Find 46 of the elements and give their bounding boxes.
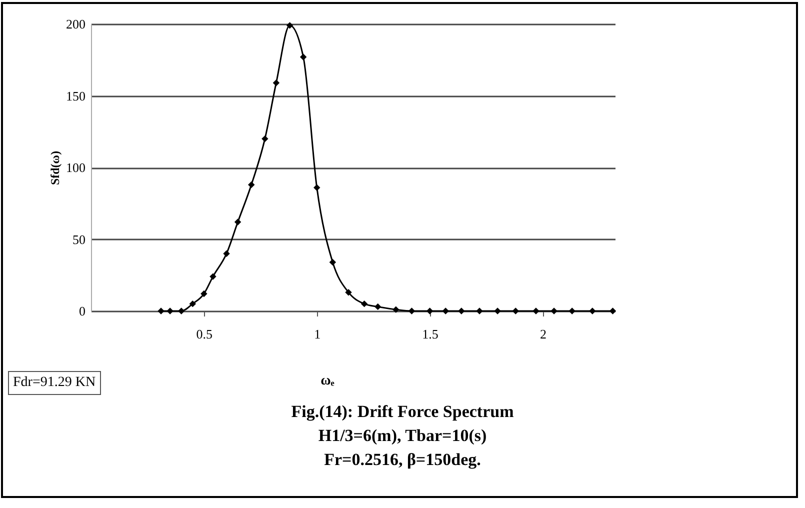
x-axis-title: ωₑ (320, 374, 335, 388)
point (476, 308, 483, 314)
point (494, 308, 501, 314)
point (314, 184, 320, 191)
point (442, 308, 449, 314)
point (286, 22, 294, 29)
point (568, 308, 576, 314)
point (408, 308, 416, 314)
y-tick-label: 200 (66, 16, 86, 32)
point (550, 308, 558, 314)
point (458, 308, 465, 314)
point (426, 308, 434, 314)
point (374, 303, 382, 310)
point (158, 308, 164, 314)
point (200, 290, 208, 298)
point (189, 300, 196, 308)
text: H1/3=6(m), Tbar=10(s) (317, 425, 488, 447)
text: Fr=0.2516, β=150deg. (323, 449, 482, 471)
point (223, 250, 230, 257)
y-axis-title: Sfd(ω) (48, 150, 62, 186)
point (166, 308, 174, 314)
point (262, 135, 268, 142)
x-tick-label: 1 (314, 326, 321, 342)
point (512, 308, 519, 314)
point (392, 306, 400, 313)
point (329, 258, 336, 266)
point (234, 218, 242, 226)
point (589, 308, 596, 314)
point (345, 288, 352, 296)
x-tick-label: 0.5 (196, 326, 213, 342)
point (210, 273, 216, 280)
y-tick-label: 0 (79, 304, 86, 318)
point (178, 308, 185, 314)
point (272, 79, 280, 86)
point (532, 308, 540, 314)
text: Fig.(14): Drift Force Spectrum (290, 401, 515, 423)
text: Fdr=91.29 KN (8, 371, 101, 395)
y-tick-label: 150 (66, 88, 86, 104)
y-tick-label: 100 (66, 160, 86, 175)
x-tick-label: 2 (540, 326, 546, 342)
x-tick-label: 1.5 (422, 326, 438, 342)
point (248, 181, 255, 188)
y-tick-label: 50 (72, 232, 86, 247)
point (360, 300, 368, 308)
point (300, 54, 307, 60)
point (609, 308, 616, 314)
